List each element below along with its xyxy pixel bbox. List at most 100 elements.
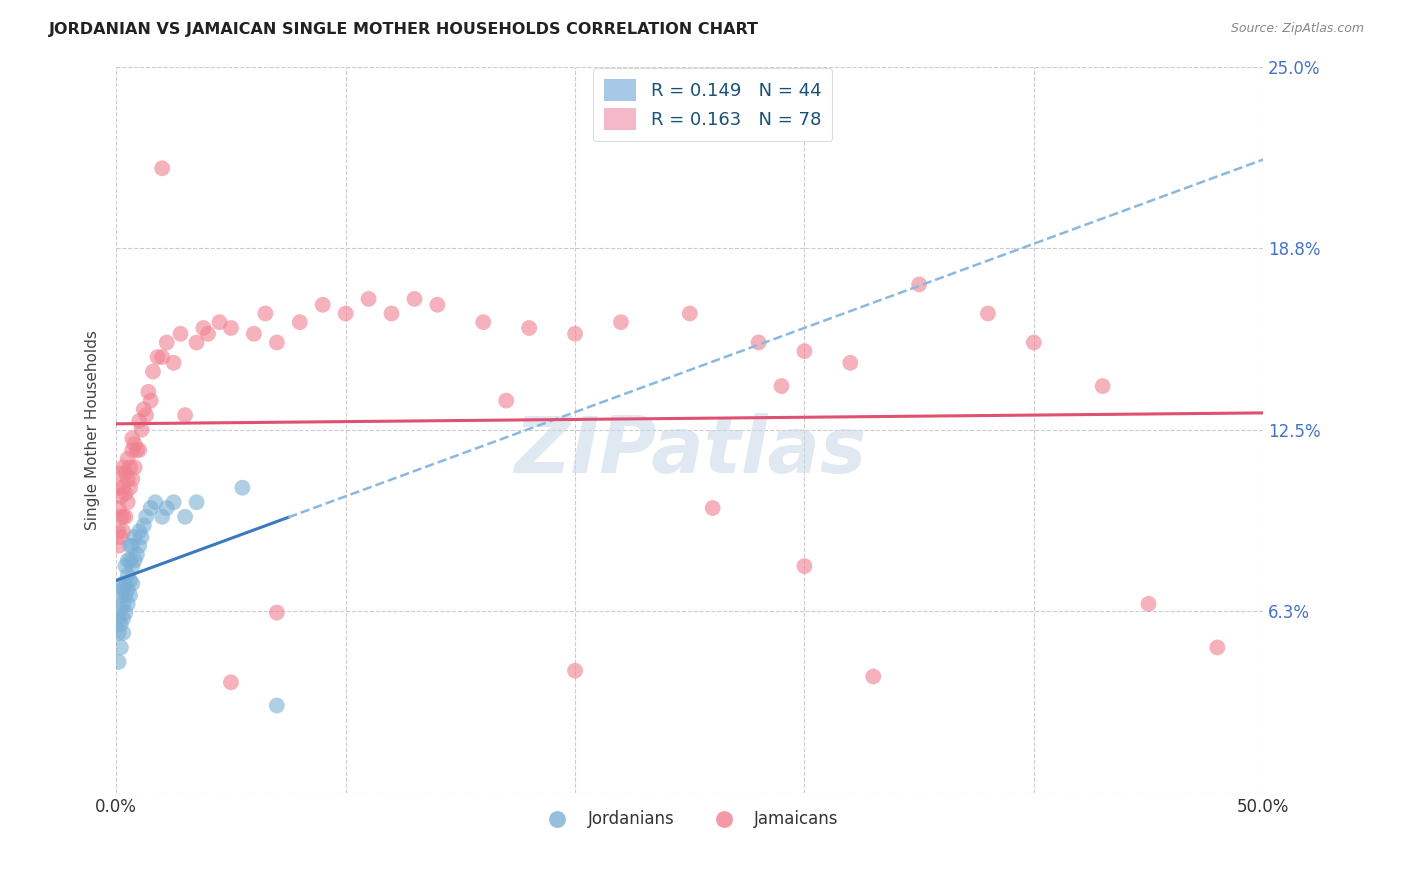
Point xyxy=(121,472,143,486)
Point xyxy=(243,326,266,341)
Point xyxy=(193,321,215,335)
Point xyxy=(142,365,165,379)
Point xyxy=(128,442,150,457)
Point xyxy=(174,408,197,422)
Point xyxy=(128,414,150,428)
Point xyxy=(114,486,136,500)
Point xyxy=(610,315,633,329)
Point xyxy=(197,326,219,341)
Point xyxy=(1091,379,1114,393)
Point xyxy=(114,606,136,620)
Point xyxy=(839,356,862,370)
Point xyxy=(219,675,242,690)
Point xyxy=(112,582,135,597)
Point xyxy=(121,559,143,574)
Point xyxy=(156,335,179,350)
Point xyxy=(186,335,208,350)
Point xyxy=(139,501,162,516)
Point xyxy=(908,277,931,292)
Point xyxy=(112,611,135,625)
Point xyxy=(793,559,815,574)
Point xyxy=(124,530,146,544)
Point xyxy=(702,501,724,516)
Point xyxy=(110,509,132,524)
Point xyxy=(679,306,702,320)
Point xyxy=(117,582,139,597)
Point xyxy=(117,553,139,567)
Point xyxy=(1206,640,1229,655)
Point xyxy=(112,626,135,640)
Point xyxy=(426,298,449,312)
Point xyxy=(150,161,173,176)
Point xyxy=(288,315,311,329)
Point xyxy=(118,553,141,567)
Point xyxy=(266,335,288,350)
Point xyxy=(125,442,148,457)
Point xyxy=(117,451,139,466)
Point xyxy=(114,559,136,574)
Point xyxy=(112,524,135,539)
Point xyxy=(118,539,141,553)
Point xyxy=(114,509,136,524)
Point xyxy=(121,576,143,591)
Point xyxy=(135,408,157,422)
Point xyxy=(335,306,357,320)
Point xyxy=(118,481,141,495)
Point xyxy=(114,588,136,602)
Point xyxy=(131,530,153,544)
Text: Source: ZipAtlas.com: Source: ZipAtlas.com xyxy=(1230,22,1364,36)
Point xyxy=(124,437,146,451)
Point xyxy=(112,481,135,495)
Point xyxy=(125,548,148,562)
Point xyxy=(112,597,135,611)
Point xyxy=(107,626,129,640)
Point xyxy=(169,326,191,341)
Point xyxy=(150,509,173,524)
Point xyxy=(110,640,132,655)
Point xyxy=(118,574,141,588)
Point xyxy=(117,472,139,486)
Point xyxy=(121,431,143,445)
Point xyxy=(128,524,150,539)
Point xyxy=(517,321,540,335)
Point xyxy=(404,292,426,306)
Point xyxy=(472,315,495,329)
Point xyxy=(112,576,135,591)
Point xyxy=(564,326,586,341)
Point xyxy=(208,315,231,329)
Point xyxy=(107,481,129,495)
Point xyxy=(121,539,143,553)
Point xyxy=(132,518,155,533)
Point xyxy=(124,553,146,567)
Point xyxy=(139,393,162,408)
Point xyxy=(114,576,136,591)
Point xyxy=(117,567,139,582)
Point xyxy=(1137,597,1160,611)
Point xyxy=(312,298,335,312)
Point xyxy=(266,698,288,713)
Point xyxy=(862,669,884,683)
Legend: Jordanians, Jamaicans: Jordanians, Jamaicans xyxy=(534,804,845,835)
Point xyxy=(110,490,132,504)
Point xyxy=(162,356,184,370)
Point xyxy=(117,597,139,611)
Point xyxy=(174,509,197,524)
Point xyxy=(495,393,517,408)
Point xyxy=(143,495,166,509)
Point xyxy=(977,306,1000,320)
Point xyxy=(793,344,815,359)
Point xyxy=(107,655,129,669)
Point xyxy=(107,501,129,516)
Point xyxy=(110,588,132,602)
Point xyxy=(118,588,141,602)
Point xyxy=(117,495,139,509)
Point xyxy=(114,466,136,480)
Point xyxy=(107,611,129,625)
Point xyxy=(748,335,770,350)
Point xyxy=(254,306,277,320)
Point xyxy=(112,509,135,524)
Point xyxy=(128,539,150,553)
Point xyxy=(146,350,169,364)
Point xyxy=(124,460,146,475)
Point xyxy=(118,460,141,475)
